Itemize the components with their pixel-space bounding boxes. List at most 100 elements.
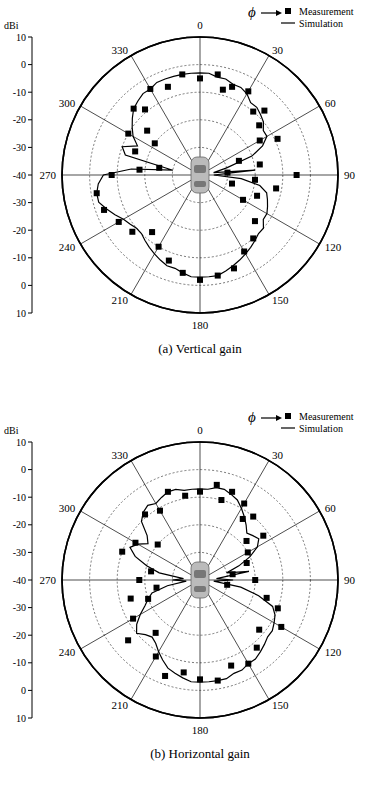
angle-tick-label: 240 (59, 241, 76, 253)
measurement-point (257, 161, 263, 167)
measurement-point (119, 549, 125, 555)
measurement-point (153, 630, 159, 636)
axis-tick-label: -30 (13, 602, 26, 613)
axis-tick (28, 257, 32, 258)
measurement-point (261, 108, 267, 114)
angle-tick-label: 330 (112, 44, 129, 56)
axis-tick (28, 64, 32, 65)
measurement-point (240, 197, 246, 203)
angle-tick-label: 240 (59, 646, 76, 658)
angle-tick-label: 330 (112, 449, 129, 461)
angle-tick-label: 300 (59, 97, 76, 109)
radial-axis: -40-30-20-10010-30-20-10010 (13, 32, 32, 319)
legend-line (281, 22, 295, 23)
angle-grid (200, 37, 201, 175)
measurement-point (250, 109, 256, 115)
measurement-point (252, 218, 258, 224)
angle-tick-label: 210 (112, 699, 129, 711)
angle-tick-label: 60 (325, 97, 337, 109)
measurement-point (278, 624, 284, 630)
axis-tick (28, 524, 32, 525)
angle-grid (80, 106, 200, 175)
polar-chart: 0306090120150180210240270300330-40-30-20… (4, 409, 356, 761)
axis-tick-label: -30 (13, 547, 26, 558)
axis-tick-label: -20 (13, 114, 26, 125)
angle-tick-label: 270 (40, 169, 57, 181)
axis-tick-label: 0 (21, 464, 26, 475)
measurement-point (260, 533, 266, 539)
axis-tick (28, 497, 32, 498)
angle-tick-label: 0 (197, 424, 203, 436)
measurement-point (197, 75, 203, 81)
plot-area: 0306090120150180210240270300330 (40, 424, 356, 736)
angle-tick-label: 300 (59, 502, 76, 514)
angle-grid (200, 106, 320, 175)
measurement-point (256, 627, 262, 633)
legend-label: Simulation (299, 423, 343, 434)
measurement-point (229, 181, 235, 187)
measurement-point (155, 542, 161, 548)
measurement-point (244, 538, 250, 544)
angle-grid (200, 580, 320, 649)
angle-grid (200, 511, 320, 580)
legend-marker (285, 8, 291, 14)
measurement-point (218, 497, 224, 503)
axis-tick (28, 552, 32, 553)
legend: MeasurementSimulation (281, 6, 354, 29)
measurement-point (273, 185, 279, 191)
measurement-point (125, 131, 131, 137)
angle-arrow (261, 415, 282, 421)
angle-tick-label: 30 (272, 44, 284, 56)
legend-marker (285, 413, 291, 419)
measurement-point (214, 482, 220, 488)
axis-tick-label: -40 (13, 170, 26, 181)
axis-tick (28, 313, 32, 314)
axis-tick (28, 37, 32, 38)
measurement-point (125, 637, 131, 643)
angle-tick-label: 210 (112, 294, 129, 306)
angle-grid (62, 175, 200, 176)
measurement-point (153, 653, 159, 659)
axis-tick (28, 662, 32, 663)
axis-tick (28, 119, 32, 120)
axis-tick (28, 469, 32, 470)
measurement-point (142, 106, 148, 112)
legend-label: Measurement (299, 6, 354, 17)
measurement-point (156, 244, 162, 250)
axis-tick-label: -30 (13, 142, 26, 153)
measurement-point (136, 577, 142, 583)
axis-tick (28, 442, 32, 443)
legend-line (281, 427, 295, 428)
axis-tick (28, 202, 32, 203)
axis-tick (28, 285, 32, 286)
measurement-point (220, 87, 226, 93)
figure: 0306090120150180210240270300330-40-30-20… (0, 0, 375, 805)
axis-tick (28, 230, 32, 231)
legend: MeasurementSimulation (281, 411, 354, 434)
angle-axis-title: ϕ (248, 409, 256, 425)
measurement-point (275, 605, 281, 611)
measurement-point (128, 596, 134, 602)
range-edge (62, 442, 338, 718)
measurement-point (228, 663, 234, 669)
outer-circle (62, 37, 338, 313)
axis-tick (28, 92, 32, 93)
axis-tick-label: -10 (13, 87, 26, 98)
simulation-line (130, 488, 275, 683)
axis-tick-label: -30 (13, 197, 26, 208)
axis-tick (28, 175, 32, 176)
angle-tick-label: 270 (40, 574, 57, 586)
axis-tick (28, 690, 32, 691)
axis-tick-label: -20 (13, 225, 26, 236)
measurement-point (245, 549, 251, 555)
axis-tick-label: -20 (13, 519, 26, 530)
axis-tick (28, 580, 32, 581)
legend-label: Measurement (299, 411, 354, 422)
measurement-point (166, 258, 172, 264)
angle-tick-label: 120 (325, 646, 342, 658)
plot-area: 0306090120150180210240270300330 (40, 19, 356, 331)
data-layer (94, 71, 300, 282)
axis-tick-label: -40 (13, 575, 26, 586)
radial-axis: -40-30-20-10010-30-20-10010 (13, 437, 32, 724)
measurement-point (165, 84, 171, 90)
